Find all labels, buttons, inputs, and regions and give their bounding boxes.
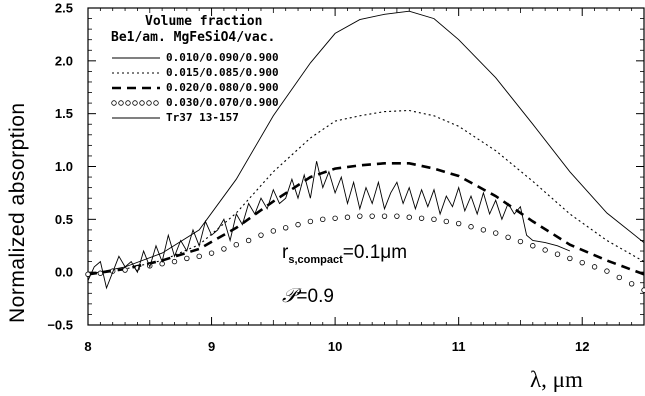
series-4-marker	[616, 274, 622, 281]
legend-swatch-4-marker	[111, 100, 117, 106]
series-4-marker	[85, 271, 91, 277]
y-axis-label: Normalized absorption	[6, 102, 29, 324]
legend-swatch-4-marker	[139, 100, 145, 106]
rs-annotation: rs,compact=0.1μm	[282, 242, 407, 266]
y-tick-label: 0.5	[55, 212, 73, 227]
series-4-marker	[369, 213, 375, 219]
legend-item-1: 0.010/0.090/0.900	[166, 51, 279, 64]
series-4-marker	[468, 224, 474, 230]
series-4-marker	[332, 215, 338, 221]
rs-main: r	[282, 242, 289, 263]
series-4-marker	[418, 215, 425, 221]
series-4-marker	[493, 230, 499, 236]
series-4-marker	[122, 267, 128, 273]
y-tick-label: 2.0	[55, 53, 73, 68]
series-4-marker	[455, 220, 462, 227]
x-axis-label: λ, μm	[530, 367, 583, 392]
series-4-marker	[406, 214, 412, 220]
series-4-marker	[505, 234, 511, 240]
rs-subscript: s,compact	[288, 254, 343, 266]
legend-item-4: 0.030/0.070/0.900	[166, 96, 279, 109]
y-tick-label: −0.5	[47, 318, 73, 333]
series-4-marker	[591, 264, 598, 270]
series-4-marker	[628, 281, 635, 287]
series-4-marker	[221, 246, 227, 252]
y-tick-label: 1.0	[55, 159, 73, 174]
series-4-marker	[245, 237, 252, 244]
x-tick-label: 12	[575, 339, 589, 354]
series-4-marker	[307, 218, 314, 225]
p-annotation: 𝒫=0.9	[282, 285, 334, 308]
series-4-marker	[320, 216, 326, 223]
series-4-marker	[530, 243, 536, 249]
legend-title-line2: Be1/am. MgFeSiO4/vac.	[111, 30, 275, 45]
series-4-marker	[443, 218, 450, 225]
series-4-marker	[97, 270, 104, 276]
series-4-marker	[579, 259, 585, 266]
series-4-marker	[357, 213, 363, 219]
series-4-marker	[542, 247, 548, 253]
legend-title-line1: Volume fraction	[145, 14, 263, 29]
series-4-marker	[381, 213, 388, 219]
x-tick-label: 11	[452, 339, 466, 354]
series-4-marker	[208, 250, 215, 256]
legend-swatch-4-marker	[132, 100, 138, 106]
p-value: =0.9	[296, 286, 334, 307]
series-4-marker	[258, 232, 264, 238]
series-4-marker	[641, 287, 645, 293]
rs-value: =0.1μm	[342, 242, 408, 263]
legend-item-5: Tr37 13-157	[166, 111, 239, 124]
series-4-marker	[233, 241, 239, 248]
series-4-marker	[184, 255, 190, 262]
series-4-marker	[554, 251, 561, 257]
series-5-line	[87, 161, 571, 290]
legend-swatch-4-marker	[125, 100, 131, 106]
series-4-marker	[480, 227, 487, 233]
series-1-line	[87, 10, 645, 275]
x-tick-label: 10	[328, 339, 342, 354]
series-4-marker	[567, 255, 573, 262]
series-4-marker	[171, 258, 178, 265]
p-symbol: 𝒫	[282, 285, 297, 307]
legend-item-2: 0.015/0.085/0.900	[166, 66, 279, 79]
series-4-marker	[431, 216, 437, 223]
series-4-marker	[517, 238, 524, 245]
x-tick-label: 8	[84, 339, 91, 354]
y-tick-label: 0.0	[55, 265, 73, 280]
series-4-marker	[394, 213, 400, 219]
legend-swatch-4-marker	[153, 100, 159, 106]
legend-swatch-4-marker	[146, 100, 152, 106]
series-4-marker	[604, 268, 610, 274]
legend-item-3: 0.020/0.080/0.900	[166, 81, 279, 94]
series-4-marker	[344, 214, 351, 220]
y-tick-label: 2.5	[55, 1, 73, 16]
y-tick-label: 1.5	[55, 106, 73, 121]
series-3-line	[87, 162, 645, 276]
series-4-marker	[196, 253, 202, 260]
x-tick-label: 9	[208, 339, 215, 354]
legend-title-line2-text: Be1/am. MgFeSiO4/vac.	[111, 30, 276, 45]
legend-swatch-4-marker	[118, 100, 124, 106]
series-4-marker	[295, 221, 301, 228]
series-4-marker	[282, 225, 289, 231]
series-4-marker	[270, 228, 277, 234]
